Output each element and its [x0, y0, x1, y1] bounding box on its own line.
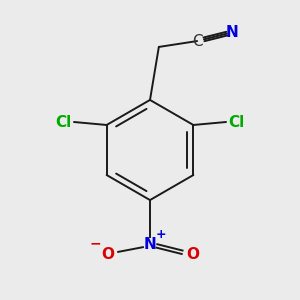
Text: N: N [144, 237, 156, 252]
Text: +: + [155, 228, 166, 241]
Text: N: N [226, 25, 239, 40]
Text: Cl: Cl [229, 115, 245, 130]
Text: C: C [192, 34, 203, 49]
Text: −: − [90, 236, 102, 250]
Text: O: O [186, 247, 199, 262]
Text: O: O [101, 247, 114, 262]
Text: Cl: Cl [55, 115, 71, 130]
